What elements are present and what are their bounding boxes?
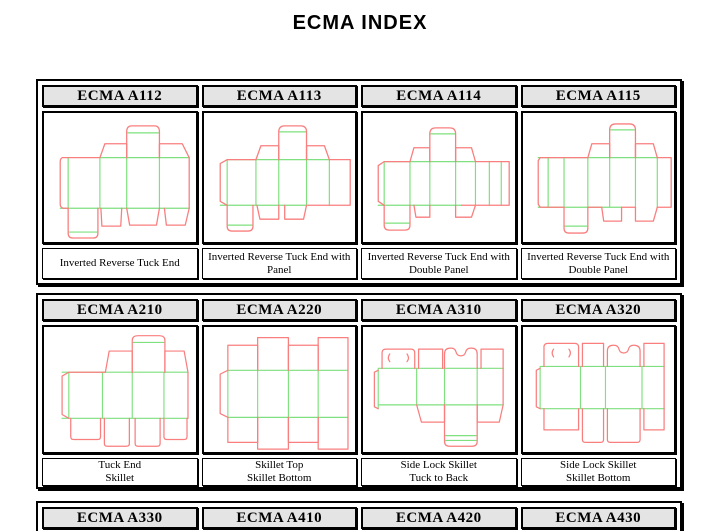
caption-line: Inverted Reverse Tuck End with <box>527 250 670 263</box>
dieline-a210-tuck-end-skillet <box>61 335 189 447</box>
cell-header-a410: ECMA A410 <box>201 507 357 529</box>
index-cell-a220: ECMA A220 Skillet Top Sk <box>201 299 357 486</box>
index-cell-a420: ECMA A420 <box>361 507 517 531</box>
cell-caption-a210: Tuck End Skillet <box>42 458 198 486</box>
cell-header-a310: ECMA A310 <box>361 299 517 321</box>
cell-caption-a114: Inverted Reverse Tuck End with Double Pa… <box>361 248 517 279</box>
caption-line: Double Panel <box>568 263 629 276</box>
dieline-a320-side-lock-skillet-skillet-bottom <box>535 342 665 443</box>
dieline-figure-a113 <box>201 111 357 244</box>
caption-line: Tuck to Back <box>409 472 469 484</box>
index-cell-a430: ECMA A430 <box>520 507 676 531</box>
index-section-1: ECMA A112 Inverted Reverse Tuck End <box>36 79 682 285</box>
cell-caption-a115: Inverted Reverse Tuck End with Double Pa… <box>520 248 676 279</box>
caption-line: Tuck End <box>98 459 142 471</box>
dieline-a310-side-lock-skillet-tuck-to-back <box>373 347 504 447</box>
dieline-figure-a112 <box>42 111 198 244</box>
cell-header-a220: ECMA A220 <box>201 299 357 321</box>
index-cell-a112: ECMA A112 Inverted Reverse Tuck End <box>42 85 198 279</box>
cell-header-a114: ECMA A114 <box>361 85 517 107</box>
index-cell-a210: ECMA A210 Tuck End Skillet <box>42 299 198 486</box>
dieline-figure-a220 <box>201 325 357 454</box>
index-cell-a320: ECMA A320 Side Lock S <box>520 299 676 486</box>
cell-caption-a220: Skillet Top Skillet Bottom <box>201 458 357 486</box>
cell-header-a113: ECMA A113 <box>201 85 357 107</box>
dieline-a112-inverted-reverse-tuck-end <box>59 125 190 239</box>
dieline-figure-a114 <box>361 111 517 244</box>
index-cell-a114: ECMA A114 Inverted Reverse Tuck End with… <box>361 85 517 279</box>
index-cell-a113: ECMA A113 Inverted Reverse Tuck End with… <box>201 85 357 279</box>
dieline-figure-a320 <box>520 325 676 454</box>
caption-line: Skillet Top <box>255 459 304 471</box>
cell-header-a330: ECMA A330 <box>42 507 198 529</box>
caption-line: Inverted Reverse Tuck End with <box>367 250 510 263</box>
index-cell-a410: ECMA A410 <box>201 507 357 531</box>
cell-caption-a320: Side Lock Skillet Skillet Bottom <box>520 458 676 486</box>
cell-header-a115: ECMA A115 <box>520 85 676 107</box>
dieline-a114-inverted-reverse-tuck-end-double-panel <box>377 127 510 231</box>
caption-line: Inverted Reverse Tuck End <box>59 257 180 269</box>
cell-header-a430: ECMA A430 <box>520 507 676 529</box>
index-cell-a310: ECMA A310 Side Lock Skillet <box>361 299 517 486</box>
index-cell-a330: ECMA A330 <box>42 507 198 531</box>
caption-line: Double Panel <box>408 263 469 276</box>
dieline-figure-a210 <box>42 325 198 454</box>
caption-line: Side Lock Skillet <box>400 459 477 471</box>
page-title: ECMA INDEX <box>292 12 428 34</box>
index-section-3: ECMA A330 ECMA A410 ECMA A420 ECMA A430 <box>36 501 682 531</box>
cell-caption-a112: Inverted Reverse Tuck End <box>42 248 198 279</box>
caption-line: Skillet <box>105 472 135 484</box>
dieline-a113-inverted-reverse-tuck-end-panel <box>219 125 351 232</box>
index-cell-a115: ECMA A115 Inverted Reverse Tuck End with <box>520 85 676 279</box>
cell-caption-a310: Side Lock Skillet Tuck to Back <box>361 458 517 486</box>
dieline-a220-skillet-top-skillet-bottom <box>219 336 349 450</box>
cell-caption-a113: Inverted Reverse Tuck End with Panel <box>201 248 357 279</box>
caption-line: Side Lock Skillet <box>560 459 637 471</box>
caption-line: Skillet Bottom <box>247 472 312 484</box>
cell-header-a112: ECMA A112 <box>42 85 198 107</box>
cell-header-a420: ECMA A420 <box>361 507 517 529</box>
cell-header-a210: ECMA A210 <box>42 299 198 321</box>
dieline-a115-inverted-reverse-tuck-end-double-panel <box>537 123 672 234</box>
dieline-figure-a310 <box>361 325 517 454</box>
index-section-2: ECMA A210 Tuck End Skillet <box>36 293 682 489</box>
caption-line: Inverted Reverse Tuck End with <box>208 250 351 263</box>
cell-header-a320: ECMA A320 <box>520 299 676 321</box>
caption-line: Panel <box>267 263 292 276</box>
caption-line: Skillet Bottom <box>566 472 631 484</box>
dieline-figure-a115 <box>520 111 676 244</box>
